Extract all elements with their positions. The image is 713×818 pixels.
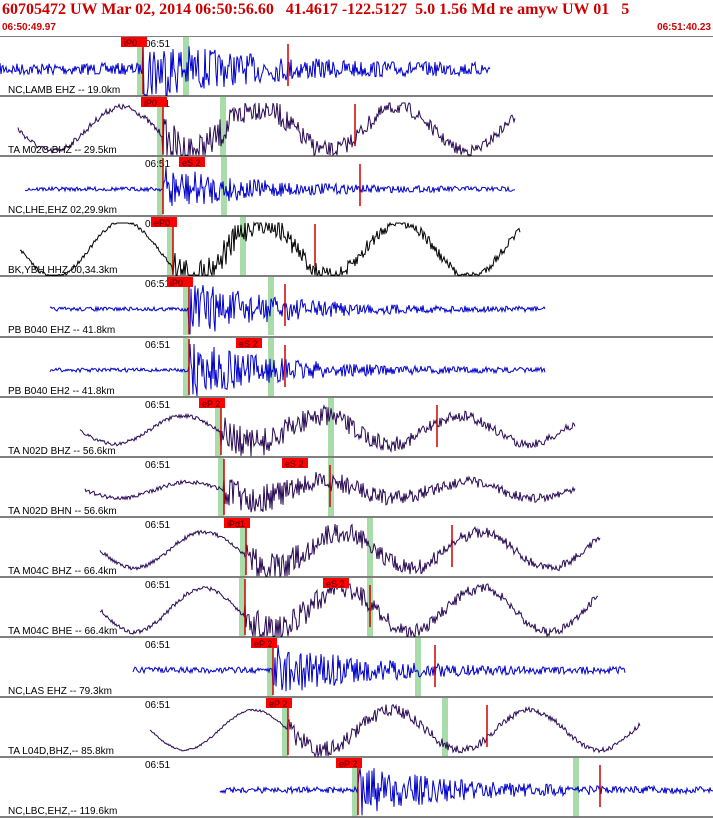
pick-marker[interactable] [199,398,225,408]
waveform-trace [0,42,491,96]
waveform-trace [219,767,713,816]
p-window [157,157,163,216]
pick-marker[interactable] [141,97,167,107]
station-label: TA M02C BHZ -- 29.5km [8,145,117,156]
pick-label: eP 2 [269,699,287,709]
station-label: NC,LAS EHZ -- 79.3km [8,686,112,697]
end-time: 06:51:40.23 [657,22,711,33]
waveform-trace [49,343,546,397]
time-label: 06:51 [145,700,170,711]
start-time: 06:50:49.97 [2,22,56,33]
station-label: TA L04D,BHZ,-- 85.8km [8,746,114,757]
waveform-trace [99,583,599,638]
pick-marker[interactable] [121,37,147,47]
s-window [221,157,227,216]
seismogram-panel[interactable]: 06:51 eS 2 TA N02D BHN -- 56.6km [0,456,713,517]
station-label: BK,YBH HHZ 00,34.3km [8,265,117,276]
p-window [239,578,245,637]
station-label: TA N02D BHZ -- 56.6km [8,446,116,457]
station-label: NC,LHE,EHZ 02,29.9km [8,205,117,216]
pick-marker[interactable] [336,758,362,768]
waveform-trace [17,102,516,157]
pick-marker[interactable] [323,578,349,588]
pick-marker[interactable] [167,277,193,287]
station-label: NC,LBC,EHZ,-- 119.6km [8,806,117,817]
pick-label: iPd1 [227,519,245,529]
pick-label: iP0 [170,278,183,288]
seismogram-panel[interactable]: 06:51 eP 2 TA N02D BHZ -- 56.6km [0,396,713,457]
pick-marker[interactable] [236,338,262,348]
time-label: 06:51 [145,520,170,531]
seismogram-panel[interactable]: 06:51 eS 2 TA M04C BHE -- 66.4km [0,576,713,638]
p-window [167,217,173,276]
p-window [215,398,221,457]
pick-marker[interactable] [251,638,277,648]
s-window [328,398,334,457]
pick-label: eS 2 [326,579,345,589]
waveform-trace [99,523,601,578]
seismogram-panel[interactable]: 06:51 eP 2 NC,LBC,EHZ,-- 119.6km [0,756,713,817]
pick-label: iP0 [124,38,137,48]
seismogram-panel[interactable]: 06:51iP0TA M02C BHZ -- 29.5km [0,95,713,157]
time-label: 06:51 [145,760,170,771]
waveform-trace [79,404,576,457]
waveform-trace [132,644,626,692]
station-label: PB B040 EH2 -- 41.8km [8,386,115,397]
seismogram-panel[interactable]: 06:51 iP0 PB B040 EHZ -- 41.8km [0,275,713,336]
time-label: 06:51 [145,400,170,411]
time-label: 06:51 [145,340,170,351]
p-window [267,638,273,697]
station-label: TA N02D BHN -- 56.6km [8,506,117,517]
time-label: 06:51 [145,640,170,651]
station-label: TA M04C BHE -- 66.4km [8,626,117,637]
p-window [183,277,189,336]
station-label: NC,LAMB EHZ -- 19.0km [8,85,120,96]
event-title: 60705472 UW Mar 02, 2014 06:50:56.60 41.… [2,1,630,18]
p-window [157,97,163,156]
p-window [183,338,189,397]
s-window [415,638,421,697]
s-window [240,217,246,276]
station-label: PB B040 EHZ -- 41.8km [8,325,115,336]
s-window [183,37,189,96]
pick-marker[interactable] [282,458,308,468]
s-window [268,338,274,397]
pick-label: eP 2 [202,399,220,409]
waveform-trace [149,703,641,759]
seismogram-panel[interactable]: 06:51 eP 2 TA L04D,BHZ,-- 85.8km [0,696,713,759]
pick-marker[interactable] [151,217,177,227]
seismogram-panel[interactable]: 06:51 eS 2 PB B040 EH2 -- 41.8km [0,336,713,397]
pick-label: eP 2 [254,639,272,649]
time-label: 06:51 [145,460,170,471]
pick-label: eS 2 [239,339,258,349]
seismogram-panel[interactable]: 06:51 iP0 NC,LAMB EHZ -- 19.0km [0,36,713,96]
waveform-trace [19,221,521,277]
seismogram-panel[interactable]: 06:51 iPd1 TA M04C BHZ -- 66.4km [0,516,713,578]
s-window [220,97,226,156]
seismogram-panel[interactable]: 06:51 eS 2 NC,LHE,EHZ 02,29.9km [0,155,713,216]
waveform-trace [49,285,546,335]
time-label: 06:51 [145,39,170,50]
time-label: 06:51 [145,580,170,591]
seismogram-panel[interactable]: 06:51eP0BK,YBH HHZ 00,34.3km [0,215,713,277]
pick-label: eP0 [154,218,170,228]
station-label: TA M04C BHZ -- 66.4km [8,566,117,577]
pick-label: iP0 [144,98,157,108]
pick-label: eS 2 [285,459,304,469]
seismogram-panel[interactable]: 06:51 eP 2 NC,LAS EHZ -- 79.3km [0,636,713,697]
p-window [240,518,246,577]
s-window [442,698,448,757]
pick-marker[interactable] [179,157,205,167]
time-label: 06:51 [145,279,170,290]
p-window [218,458,224,517]
time-label: 06:51 [145,159,170,170]
waveform-trace [24,167,516,207]
pick-label: eS 2 [182,158,201,168]
pick-marker[interactable] [224,518,250,528]
pick-label: eP 2 [339,759,357,769]
pick-marker[interactable] [266,698,292,708]
header: 60705472 UW Mar 02, 2014 06:50:56.60 41.… [0,0,713,36]
